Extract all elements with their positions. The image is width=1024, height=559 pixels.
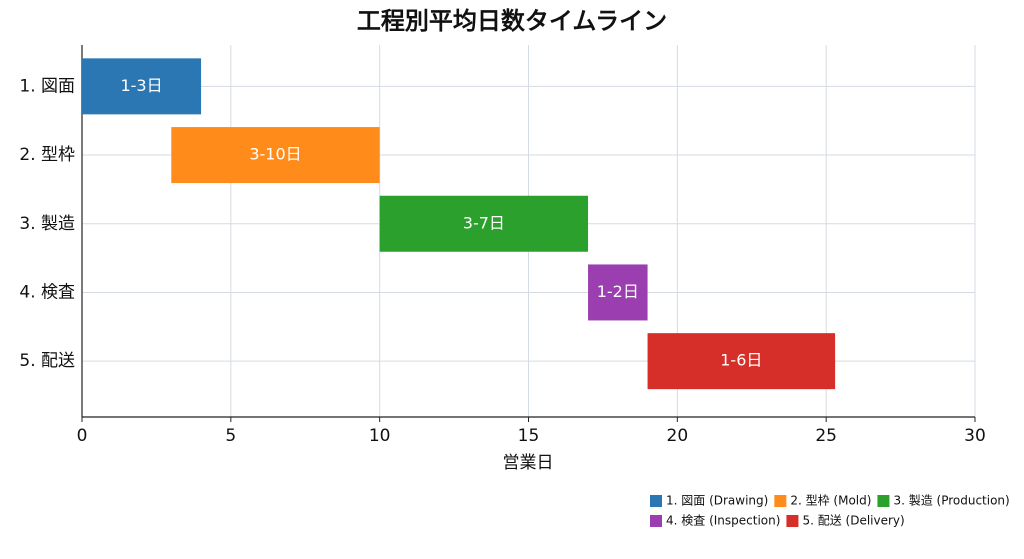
legend-swatch: [774, 495, 787, 507]
x-tick-label: 25: [815, 426, 837, 446]
y-tick-label: 5. 配送: [19, 351, 75, 371]
legend-label: 1. 図面 (Drawing): [666, 494, 768, 508]
legend-swatch: [650, 495, 662, 507]
legend-label: 4. 検査 (Inspection): [666, 514, 780, 528]
x-tick-label: 0: [77, 426, 88, 446]
bar-label: 1-6日: [720, 351, 762, 370]
bar-label: 1-2日: [597, 282, 639, 301]
x-tick-label: 15: [518, 426, 540, 446]
y-tick-label: 4. 検査: [19, 282, 75, 302]
bar: [82, 58, 202, 115]
legend-label: 3. 製造 (Production): [893, 494, 1009, 508]
x-tick-label: 30: [964, 426, 986, 446]
bar-label: 1-3日: [120, 76, 162, 95]
legend-label: 2. 型枠 (Mold): [790, 494, 871, 508]
y-tick-label: 1. 図面: [19, 76, 75, 96]
legend-label: 5. 配送 (Delivery): [802, 513, 904, 528]
x-tick-label: 5: [225, 426, 236, 446]
bar: [588, 264, 648, 321]
x-axis-label: 営業日: [503, 453, 554, 473]
bar: [379, 195, 589, 252]
legend-swatch: [786, 515, 799, 527]
y-tick-label: 2. 型枠: [19, 145, 75, 165]
legend-swatch: [877, 495, 890, 507]
x-tick-label: 20: [667, 426, 689, 446]
bar-label: 3-10日: [249, 145, 301, 164]
legend-swatch: [650, 515, 662, 527]
bar: [171, 127, 380, 184]
x-tick-label: 10: [369, 426, 391, 446]
bar-label: 3-7日: [463, 213, 505, 232]
bar: [647, 333, 836, 390]
y-tick-label: 3. 製造: [19, 214, 75, 234]
chart-title: 工程別平均日数タイムライン: [357, 7, 667, 35]
